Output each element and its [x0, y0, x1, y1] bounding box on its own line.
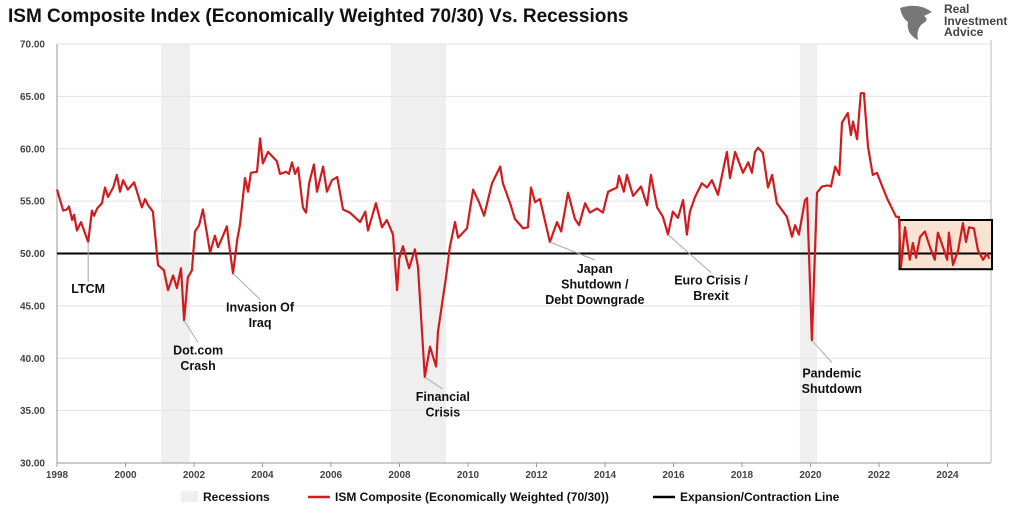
y-tick-label: 50.00 — [20, 249, 45, 260]
x-tick-label: 2016 — [662, 470, 685, 481]
x-tick-label: 2018 — [731, 470, 754, 481]
x-tick-label: 2020 — [799, 470, 822, 481]
x-tick-label: 2014 — [594, 470, 617, 481]
legend-expansion-line: Expansion/Contraction Line — [680, 490, 840, 504]
ism-composite-line — [55, 92, 991, 379]
annotation-label: Brexit — [693, 289, 729, 303]
logo-text-3: Advice — [944, 25, 984, 39]
x-tick-label: 2012 — [525, 470, 548, 481]
annotation-label: Shutdown — [802, 382, 862, 396]
y-tick-label: 70.00 — [20, 40, 45, 51]
annotation-label: Invasion Of — [226, 300, 295, 314]
annotation-label: Crash — [180, 359, 215, 373]
annotation-label: Euro Crisis / — [674, 274, 748, 288]
x-tick-label: 2004 — [251, 470, 274, 481]
y-tick-label: 40.00 — [20, 354, 45, 365]
eagle-logo-icon — [900, 5, 932, 40]
y-tick-label: 45.00 — [20, 301, 45, 312]
legend-recessions: Recessions — [203, 490, 270, 504]
legend-recession-swatch — [181, 491, 198, 502]
x-tick-label: 2010 — [457, 470, 480, 481]
x-tick-label: 2022 — [868, 470, 891, 481]
x-tick-label: 1998 — [46, 470, 69, 481]
annotation-label: Iraq — [249, 316, 272, 330]
logo-text-1: Real — [944, 2, 970, 16]
annotation-leader — [549, 241, 596, 261]
y-tick-label: 30.00 — [20, 459, 45, 470]
y-tick-label: 35.00 — [20, 406, 45, 417]
annotation-leader — [183, 320, 199, 343]
logo-text-2: Investment — [944, 13, 1008, 28]
x-tick-label: 2002 — [183, 470, 206, 481]
annotation-label: Crisis — [425, 406, 460, 420]
annotation-label: Financial — [416, 390, 470, 404]
annotation-label: Debt Downgrade — [545, 293, 644, 307]
legend-ism: ISM Composite (Economically Weighted (70… — [335, 490, 609, 504]
y-tick-label: 55.00 — [20, 197, 45, 208]
annotation-leader — [811, 340, 833, 363]
x-tick-label: 2006 — [320, 470, 343, 481]
x-tick-label: 2024 — [936, 470, 959, 481]
x-tick-label: 2000 — [114, 470, 137, 481]
annotation-label: Pandemic — [802, 366, 861, 380]
y-tick-label: 60.00 — [20, 144, 45, 155]
annotation-leader — [232, 273, 261, 300]
y-tick-label: 65.00 — [20, 92, 45, 103]
annotation-label: Japan — [577, 262, 613, 276]
annotation-label: Shutdown / — [561, 277, 629, 291]
x-tick-label: 2008 — [388, 470, 411, 481]
annotation-label: LTCM — [71, 282, 105, 296]
chart-title: ISM Composite Index (Economically Weight… — [8, 6, 629, 27]
annotation-label: Dot.com — [173, 344, 223, 358]
annotation-leader — [667, 234, 712, 274]
logo: Real Investment Advice — [896, 2, 1016, 42]
annotation-leader — [424, 376, 444, 390]
